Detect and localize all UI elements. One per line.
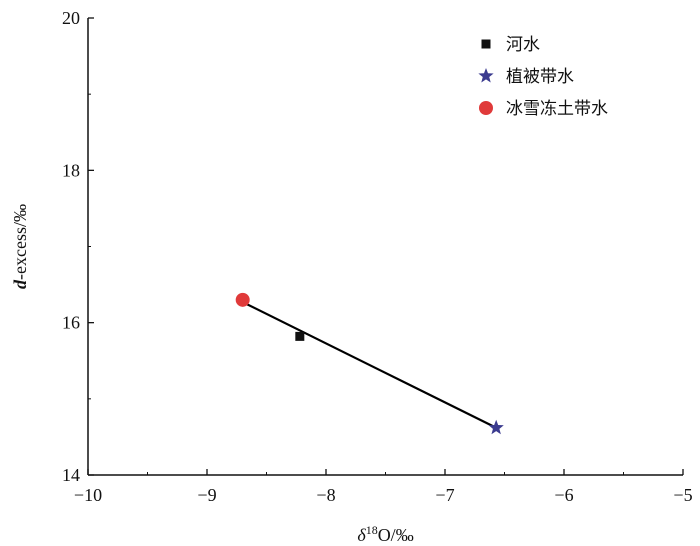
x-tick-label: −7 xyxy=(435,485,454,505)
y-axis-label: d-excess/‰ xyxy=(10,204,30,289)
legend-marker-square xyxy=(481,39,491,49)
fit-line xyxy=(242,301,497,429)
legend-label: 植被带水 xyxy=(506,67,574,87)
axes: −10 −9 −8 −7 −6 −5 14 16 18 20 xyxy=(62,8,693,505)
legend-marker-star xyxy=(478,68,494,83)
x-tick-label: −6 xyxy=(554,485,573,505)
y-tick-label: 18 xyxy=(62,160,80,180)
x-tick-label: −9 xyxy=(197,485,216,505)
legend-marker-circle xyxy=(479,101,493,115)
x-tick-label: −10 xyxy=(74,485,102,505)
x-tick-label: −5 xyxy=(673,485,692,505)
legend-label: 冰雪冻土带水 xyxy=(506,99,608,119)
y-tick-label: 16 xyxy=(62,313,80,333)
fit-line-group xyxy=(242,301,497,429)
data-point-circle xyxy=(235,292,250,307)
legend-label: 河水 xyxy=(506,35,540,55)
data-point-square xyxy=(295,331,305,341)
data-point-star xyxy=(488,419,504,435)
x-tick-label: −8 xyxy=(316,485,335,505)
x-axis-label: δ18O/‰ xyxy=(357,523,413,545)
y-tick-label: 14 xyxy=(62,465,80,485)
y-tick-label: 20 xyxy=(62,8,80,28)
data-points xyxy=(235,292,504,435)
